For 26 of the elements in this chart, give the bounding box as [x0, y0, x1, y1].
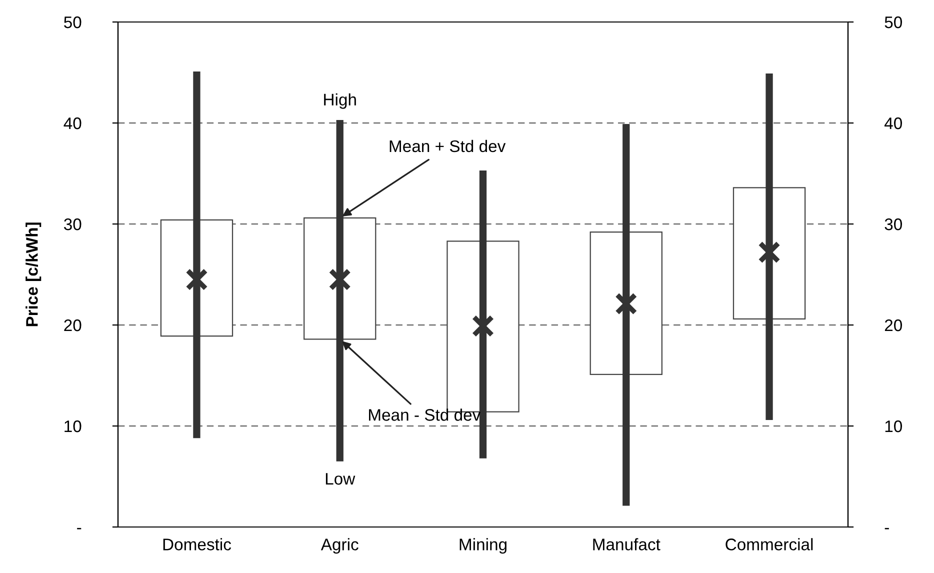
- annotation: High: [324, 93, 356, 109]
- point: [758, 241, 780, 264]
- y2-tick-label: 40: [884, 117, 902, 130]
- y2-tick-label: 50: [884, 16, 902, 28]
- point: [614, 292, 638, 316]
- annotation: Low: [326, 473, 356, 485]
- annotation: Mean + Std dev: [390, 140, 506, 152]
- x-tick-label: Commercial: [726, 538, 813, 550]
- y2-tick-label: 10: [885, 420, 902, 432]
- y-tick-label: 40: [64, 117, 82, 130]
- y2-tick-label: -: [884, 528, 889, 530]
- x-tick-label: Domestic: [163, 538, 232, 550]
- point: [328, 268, 352, 291]
- y-tick-label: 30: [64, 218, 82, 230]
- y2-tick-label: 30: [884, 218, 902, 230]
- y-tick-label: -: [77, 528, 82, 530]
- y-tick-label: 10: [64, 420, 82, 432]
- point: [472, 314, 494, 338]
- x-tick-label: Agric: [320, 538, 358, 554]
- point: [186, 268, 208, 291]
- y-tick-label: 50: [64, 16, 82, 28]
- y-axis-title: Price [c/kWh]: [26, 222, 42, 326]
- y2-tick-label: 20: [884, 319, 902, 332]
- y-tick-label: 20: [64, 319, 82, 332]
- x-tick-label: Manufact: [593, 538, 660, 550]
- x-tick-label: Mining: [460, 538, 506, 554]
